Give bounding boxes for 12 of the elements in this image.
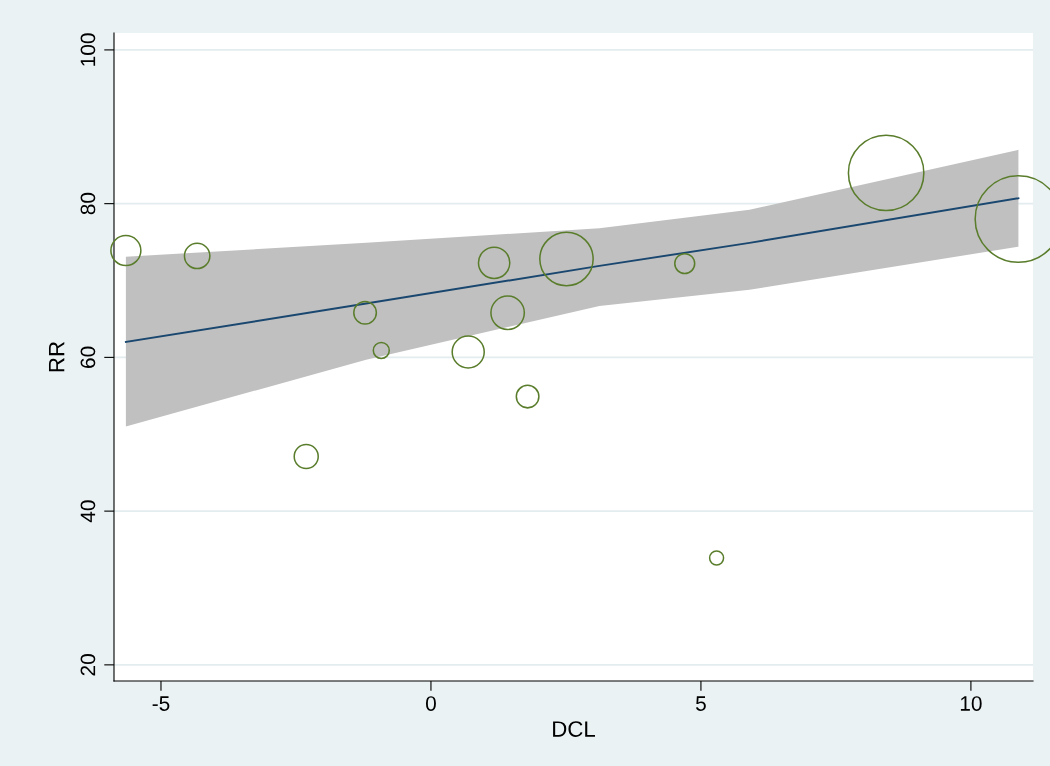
y-tick-label: 40 [80,500,96,523]
y-tick-label: 80 [80,192,96,215]
y-tick-label: 60 [80,346,96,368]
y-tick-label: 20 [80,654,96,676]
x-tick-label: 0 [425,696,436,711]
y-tick-label: 100 [80,33,96,66]
line-series [124,197,1020,343]
x-tick-label: 10 [960,696,982,711]
y-axis-title: RR [48,341,65,372]
x-tick-label: -5 [152,696,170,711]
x-axis-title: DCL [553,721,595,737]
x-tick-label: 5 [695,696,706,711]
